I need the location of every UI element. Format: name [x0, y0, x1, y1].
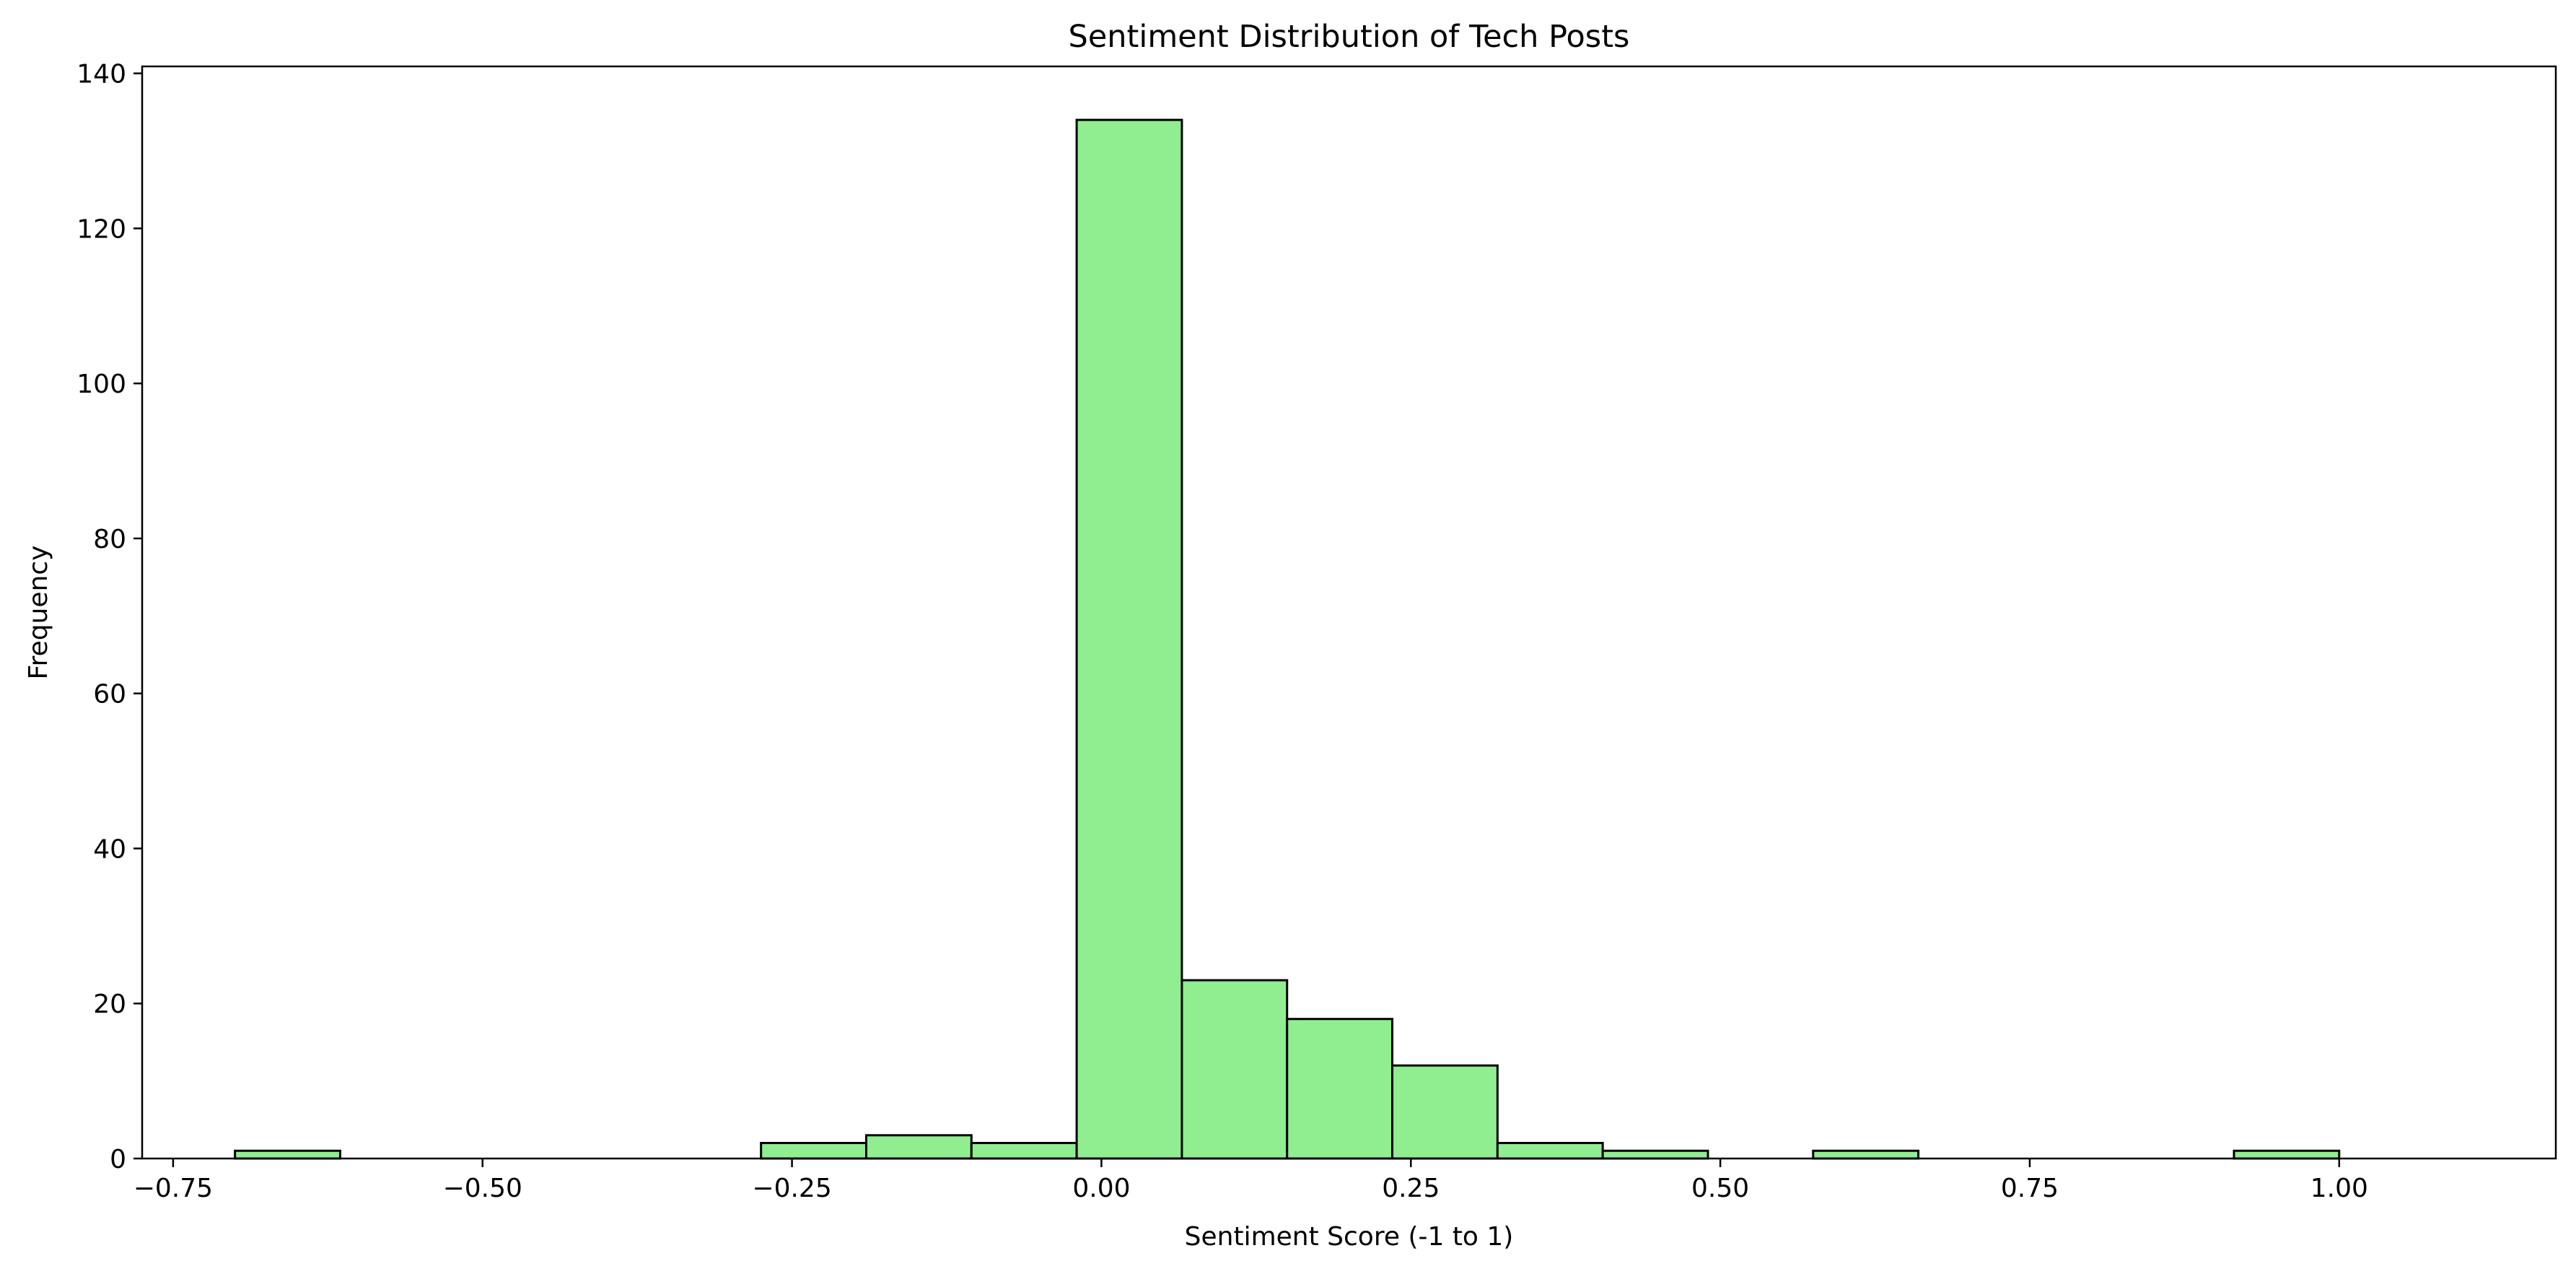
x-axis-label: Sentiment Score (-1 to 1) [1185, 1222, 1514, 1252]
x-axis-ticks: −0.75 −0.50 −0.25 0.00 0.25 0.50 0.75 1.00 [133, 1159, 2368, 1203]
x-tick-label: 0.75 [2001, 1174, 2059, 1203]
x-tick-label: −0.75 [133, 1174, 213, 1203]
histogram-bar [1601, 1149, 1709, 1160]
histogram-bar [1391, 1064, 1499, 1160]
x-tick-label: 0.50 [1691, 1174, 1749, 1203]
histogram-bar [1812, 1149, 1920, 1160]
y-tick-label: 100 [76, 370, 126, 399]
y-tick-label: 20 [93, 990, 126, 1019]
x-tick-label: 1.00 [2310, 1174, 2368, 1203]
histogram-bar [865, 1134, 973, 1160]
histogram-bar [1496, 1142, 1604, 1160]
histogram-bar [970, 1142, 1078, 1160]
y-tick-label: 80 [93, 525, 126, 554]
x-tick-label: 0.00 [1072, 1174, 1130, 1203]
chart-title: Sentiment Distribution of Tech Posts [1069, 19, 1630, 55]
histogram-bar [234, 1149, 341, 1160]
y-tick-label: 60 [93, 680, 126, 710]
histogram-bar [2233, 1149, 2341, 1160]
x-tick-label: 0.25 [1382, 1174, 1440, 1203]
bars-group [234, 118, 2341, 1160]
histogram-bar [1180, 979, 1289, 1160]
x-tick-label: −0.50 [443, 1174, 522, 1203]
histogram-bar [760, 1142, 867, 1160]
y-tick-label: 0 [110, 1145, 126, 1174]
y-tick-label: 120 [76, 214, 126, 244]
x-tick-label: −0.25 [752, 1174, 831, 1203]
y-tick-label: 40 [93, 834, 126, 864]
histogram-bar [1075, 118, 1183, 1160]
plot-area-frame [141, 65, 2557, 1160]
y-axis-label: Frequency [24, 546, 53, 680]
y-axis-ticks: 0 20 40 60 80 100 120 140 [76, 60, 142, 1174]
histogram-bar [1286, 1018, 1394, 1160]
y-tick-label: 140 [76, 60, 126, 90]
